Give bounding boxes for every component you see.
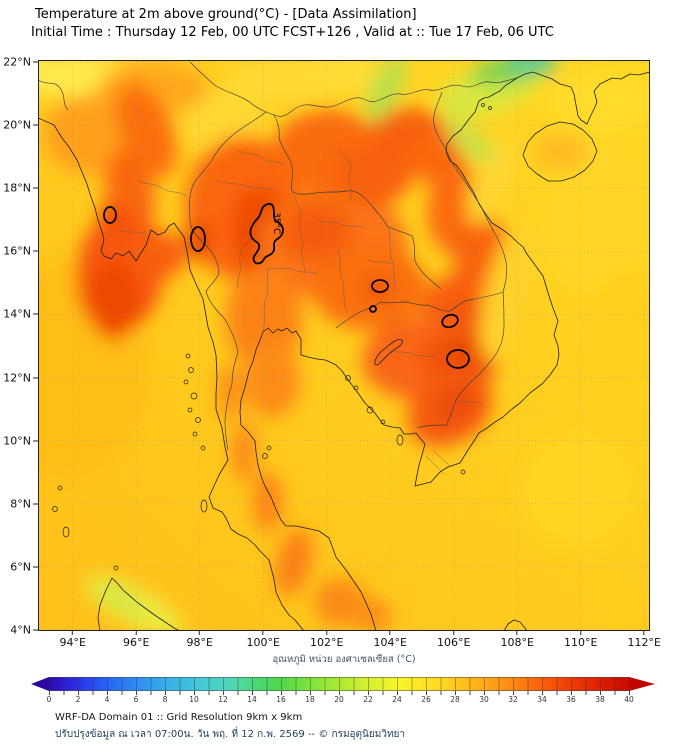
lon-tick-label: 98°E — [186, 631, 213, 649]
colorbar-tick-label: 28 — [450, 695, 460, 704]
lat-tick-label: 22°N — [3, 56, 38, 69]
colorbar-tick-label: 26 — [421, 695, 431, 704]
map-frame — [38, 60, 650, 631]
lat-tick-label: 20°N — [3, 119, 38, 132]
lon-tick-label: 104°E — [373, 631, 407, 649]
colorbar-tick-label: 24 — [392, 695, 402, 704]
islands — [52, 103, 492, 571]
lon-axis: 94°E 96°E 98°E 100°E 102°E 104°E 106°E 108°E 110… — [38, 631, 661, 657]
colorbar-minor-ticks — [49, 691, 630, 695]
lat-tick-label: 18°N — [3, 182, 38, 195]
lon-tick-label: 108°E — [500, 631, 534, 649]
page-subtitle: Initial Time : Thursday 12 Feb, 00 UTC F… — [31, 25, 554, 40]
colorbar-right-arrow — [629, 677, 655, 691]
temperature-map: 35°C — [38, 60, 650, 631]
colorbar-left-arrow — [31, 677, 49, 691]
colorbar-tick-label: 2 — [75, 695, 81, 704]
province-borders — [117, 149, 483, 475]
contour-35-label: 35°C — [271, 212, 281, 234]
lon-tick-label: 102°E — [310, 631, 343, 649]
lon-tick-label: 106°E — [437, 631, 470, 649]
temp-contours — [103, 203, 470, 369]
lat-tick-label: 6°N — [10, 560, 38, 573]
lon-tick-label: 94°E — [59, 631, 86, 649]
country-borders — [38, 61, 518, 451]
lon-tick-label: 112°E — [627, 631, 661, 649]
colorbar-tick-label: 8 — [162, 695, 168, 704]
colorbar-cell-separators — [49, 678, 629, 690]
page-title: Temperature at 2m above ground(°C) - [Da… — [35, 7, 417, 22]
grid-lines — [38, 60, 650, 631]
colorbar-tick-label: 20 — [334, 695, 344, 704]
colorbar-tick-label: 14 — [247, 695, 257, 704]
lat-tick-label: 12°N — [3, 371, 38, 384]
colorbar-tick-label: 40 — [624, 695, 634, 704]
colorbar-tick-label: 36 — [566, 695, 576, 704]
colorbar-tick-label: 22 — [363, 695, 373, 704]
colorbar-tick-label: 34 — [537, 695, 547, 704]
colorbar-tick-label: 12 — [218, 695, 228, 704]
map-canvas: 35°C — [38, 60, 650, 631]
lat-tick-label: 16°N — [3, 245, 38, 258]
colorbar-tick-label: 18 — [305, 695, 315, 704]
lat-tick-label: 10°N — [3, 434, 38, 447]
colorbar-tick-label: 38 — [595, 695, 605, 704]
colorbar-gradient — [49, 677, 629, 691]
colorbar-tick-label: 16 — [276, 695, 286, 704]
colorbar-tick-label: 4 — [104, 695, 110, 704]
lon-tick-label: 100°E — [246, 631, 280, 649]
lon-tick-label: 96°E — [123, 631, 149, 649]
colorbar-tick-label: 32 — [508, 695, 518, 704]
colorbar — [31, 677, 655, 691]
colorbar-tick-label: 30 — [479, 695, 489, 704]
lat-tick-label: 14°N — [3, 308, 38, 321]
colorbar-title: อุณหภูมิ หน่วย องศาเซลเซียส (°C) — [272, 654, 416, 665]
colorbar-tick-label: 0 — [46, 695, 52, 704]
lon-tick-label: 110°E — [564, 631, 597, 649]
colorbar-tick-labels: 0 2 4 6 8 10 12 14 16 18 20 22 24 26 28 30 32 34 36 38 40 — [46, 695, 634, 707]
footer-update-info: ปรับปรุงข้อมูล ณ เวลา 07:00น. วัน พฤ. ที… — [55, 729, 406, 740]
colorbar-tick-label: 6 — [133, 695, 139, 704]
footer-domain-info: WRF-DA Domain 01 :: Grid Resolution 9km … — [55, 712, 303, 723]
lat-axis: 22°N 20°N 18°N 16°N 14°N 12°N 10°N 8°N 6°N 4°N — [0, 0, 38, 700]
lat-tick-label: 8°N — [10, 497, 38, 510]
temperature-field — [38, 60, 650, 631]
coastlines — [38, 71, 650, 631]
lat-tick-label: 4°N — [10, 623, 38, 636]
colorbar-tick-label: 10 — [189, 695, 199, 704]
